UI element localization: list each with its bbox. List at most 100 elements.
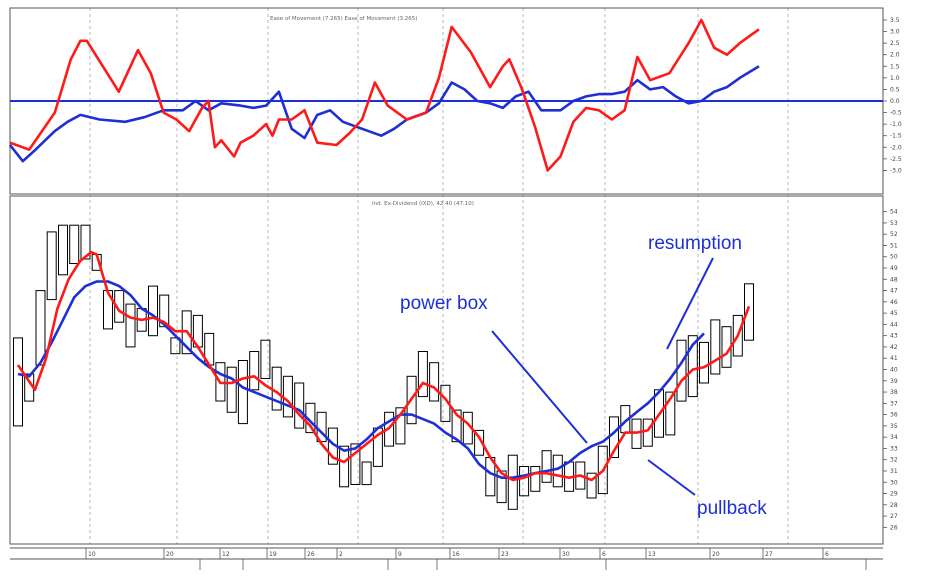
price-y-tick-label-8: 46: [890, 299, 898, 306]
price-y-tick-label-27: 27: [890, 513, 898, 520]
price-box-0: [13, 337, 23, 427]
top-y-tick-label-10: -1.5: [890, 133, 902, 140]
price-y-tick-label-26: 28: [890, 502, 898, 509]
price-y-tick-label-10: 44: [890, 321, 898, 328]
price-y-tick-label-5: 49: [890, 265, 898, 272]
price-panel-title: Ind. Ex-Dividend (IXD), 42.40 (47.10): [372, 201, 474, 207]
x-major-tick-label-14: 6: [825, 551, 829, 558]
price-y-tick-label-24: 30: [890, 479, 898, 486]
price-y-tick-label-9: 45: [890, 310, 898, 317]
date-x-axis: 10 20 12 19 26 2 9 16 23 30 6 13 20 27 6: [10, 547, 883, 570]
top-y-tick-label-13: -3.0: [890, 167, 902, 174]
price-box-65: [744, 283, 754, 341]
price-y-tick-label-20: 34: [890, 434, 898, 441]
price-box-51: [586, 472, 597, 499]
top-y-axis: 3.5 3.0 2.5 2.0 1.5 1.0 0.5 0.0 -0.5 -1.0 -1.5 -2.0…: [883, 17, 902, 174]
price-y-tick-label-3: 51: [890, 242, 898, 249]
price-y-tick-label-18: 36: [890, 412, 898, 419]
top-y-tick-label-5: 1.0: [890, 75, 900, 82]
x-major-tick-label-11: 13: [648, 551, 656, 558]
price-box-45: [519, 466, 530, 497]
ease-of-movement-panel: Ease of Movement (7.265) Ease of Movemen…: [8, 7, 902, 195]
top-y-tick-label-11: -2.0: [890, 144, 902, 151]
price-y-tick-label-19: 35: [890, 423, 898, 430]
x-major-tick-label-1: 20: [166, 551, 174, 558]
price-box-56: [642, 418, 653, 447]
x-major-tick-label-8: 23: [501, 551, 509, 558]
price-fast-average-line: [16, 250, 751, 482]
price-box-6: [80, 224, 91, 260]
price-box-19: [226, 366, 237, 413]
x-major-tick-label-10: 6: [602, 551, 606, 558]
x-minor-ticks: [199, 559, 867, 570]
price-box-30: [350, 443, 361, 485]
price-box-13: [159, 294, 170, 328]
price-box-61: [699, 341, 709, 384]
price-y-tick-label-11: 43: [890, 333, 898, 340]
price-y-tick-label-0: 54: [890, 209, 898, 216]
price-box-39: [451, 409, 462, 443]
price-box-22: [260, 339, 271, 380]
price-boxes: [13, 224, 754, 510]
price-y-tick-label-28: 26: [890, 524, 898, 531]
price-panel: Ind. Ex-Dividend (IXD), 42.40 (47.10) 54…: [9, 195, 898, 545]
price-y-tick-label-12: 42: [890, 344, 898, 351]
top-y-tick-label-12: -2.5: [890, 156, 902, 163]
top-y-tick-label-0: 3.5: [890, 17, 900, 24]
top-y-tick-label-3: 2.0: [890, 52, 900, 59]
price-box-33: [384, 411, 395, 447]
price-box-59: [676, 339, 687, 402]
top-y-tick-label-2: 2.5: [890, 40, 900, 47]
price-box-64: [732, 314, 743, 357]
pullback-arrow: [647, 459, 696, 496]
price-y-tick-label-22: 32: [890, 457, 898, 464]
top-y-tick-label-8: -0.5: [890, 110, 902, 117]
price-box-4: [58, 224, 68, 276]
price-box-57: [654, 389, 664, 438]
price-y-tick-label-21: 33: [890, 445, 898, 452]
price-box-62: [710, 319, 721, 375]
top-y-tick-label-9: -1.0: [890, 121, 902, 128]
price-y-tick-label-25: 29: [890, 491, 898, 498]
ease-of-movement-slow-line: [8, 65, 760, 163]
price-panel-frame: [9, 195, 884, 545]
price-box-48: [552, 454, 563, 488]
price-y-tick-label-15: 39: [890, 378, 898, 385]
price-box-25: [294, 382, 305, 429]
power-box-arrow: [491, 330, 588, 444]
price-box-21: [249, 351, 260, 391]
x-major-tick-label-13: 27: [765, 551, 773, 558]
x-major-ticks: 10 20 12 19 26 2 9 16 23 30 6 13 20 27 6: [85, 548, 829, 559]
price-y-tick-label-7: 47: [890, 288, 898, 295]
price-y-tick-label-6: 48: [890, 276, 898, 283]
price-box-37: [429, 362, 440, 402]
price-box-35: [406, 375, 417, 425]
x-major-tick-label-2: 12: [222, 551, 230, 558]
x-major-tick-label-12: 20: [712, 551, 720, 558]
annotation-resumption: resumption: [648, 233, 742, 254]
price-box-36: [417, 351, 428, 398]
top-y-tick-label-6: 0.5: [890, 86, 900, 93]
price-box-9: [114, 290, 125, 323]
price-box-5: [69, 224, 80, 264]
resumption-arrow: [666, 257, 714, 350]
price-slow-average-line: [17, 280, 705, 479]
top-y-tick-label-7: 0.0: [890, 98, 900, 105]
price-box-44: [507, 454, 518, 510]
top-panel-title: Ease of Movement (7.265) Ease of Movemen…: [270, 16, 417, 22]
top-y-tick-label-1: 3.0: [890, 29, 900, 36]
price-y-axis: 54 53 52 51 50 49 48 47 46 45 44 43 42 41 40 39 38 37 36 35…: [883, 209, 898, 531]
annotation-power-box: power box: [400, 293, 488, 314]
price-box-46: [530, 466, 541, 492]
price-y-tick-label-1: 53: [890, 220, 898, 227]
top-y-tick-label-4: 1.5: [890, 63, 900, 70]
price-y-tick-label-2: 52: [890, 231, 898, 238]
x-major-tick-label-3: 19: [269, 551, 277, 558]
price-box-12: [148, 285, 158, 337]
price-box-2: [35, 290, 46, 366]
price-y-tick-label-16: 38: [890, 389, 898, 396]
x-major-tick-label-6: 9: [398, 551, 402, 558]
x-major-tick-label-5: 2: [339, 551, 343, 558]
price-box-60: [687, 335, 698, 398]
